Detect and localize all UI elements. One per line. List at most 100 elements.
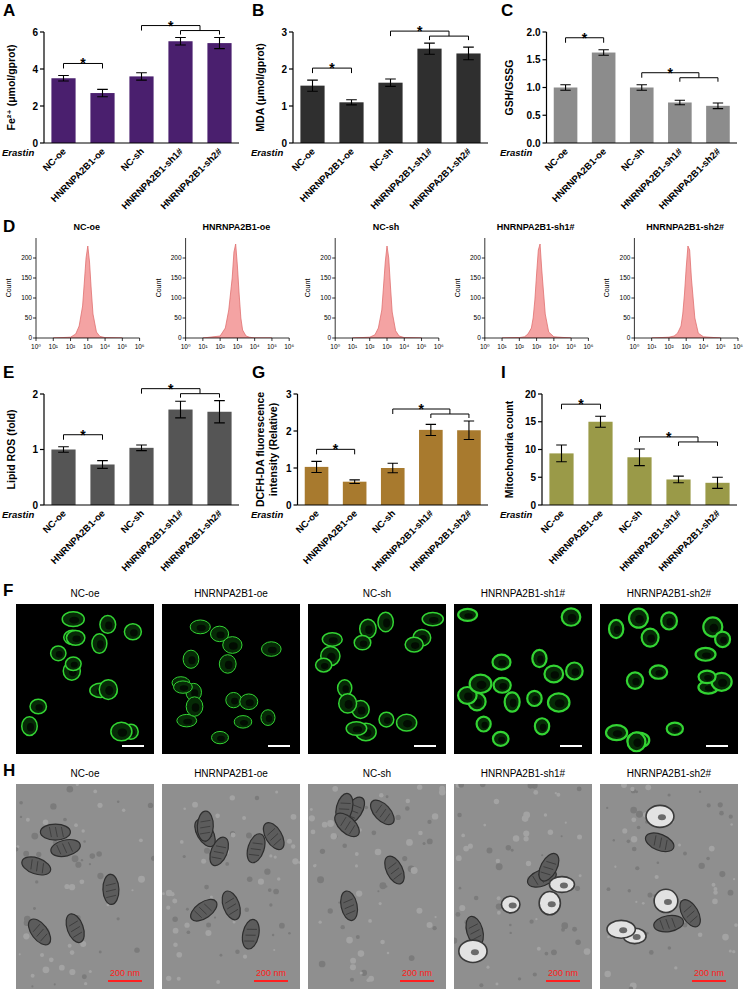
texture: [204, 885, 209, 890]
y-tick: [482, 278, 485, 279]
vacuole-core: [619, 927, 627, 933]
y-tick-label: 150: [171, 274, 182, 281]
crista: [200, 820, 210, 822]
x-tick-label: 10²: [215, 343, 225, 350]
scale-bar: [122, 745, 144, 747]
texture: [637, 826, 641, 830]
texture: [631, 836, 637, 842]
nucleus: [656, 670, 664, 676]
cell: [378, 612, 393, 632]
nucleus: [540, 724, 546, 731]
nucleus: [464, 613, 473, 618]
x-tick-label: HNRNPA2B1-sh1#: [369, 507, 435, 573]
texture: [23, 933, 29, 939]
image-label: HNRNPA2B1-sh2#: [627, 588, 712, 599]
scale-label: 200 nm: [694, 968, 724, 978]
texture: [350, 978, 354, 982]
texture: [173, 943, 178, 948]
y-tick-label: 150: [21, 274, 32, 281]
texture: [49, 957, 54, 962]
texture: [186, 908, 189, 911]
cell: [628, 732, 646, 751]
texture: [734, 923, 738, 927]
texture: [635, 790, 638, 793]
texture: [70, 950, 75, 955]
texture: [36, 852, 41, 857]
texture: [367, 978, 371, 982]
texture: [63, 818, 67, 822]
axis-title: Count: [454, 279, 461, 298]
axis-title: Count: [155, 279, 162, 298]
image-label: HNRNPA2B1-oe: [194, 768, 268, 779]
annotation: Erastin: [2, 509, 34, 520]
nucleus: [532, 696, 538, 703]
mitochondrion: [102, 874, 119, 905]
mitochondrion-body: [40, 824, 70, 840]
nucleus: [343, 685, 349, 692]
texture: [16, 847, 18, 851]
texture: [513, 835, 520, 842]
x-tick: [588, 338, 589, 341]
nucleus: [180, 685, 188, 691]
texture: [131, 889, 133, 891]
texture: [380, 940, 385, 945]
crista: [375, 805, 384, 813]
crista: [387, 862, 397, 868]
texture: [43, 966, 50, 973]
error-bar: [385, 79, 396, 86]
y-tick-label: 15: [525, 416, 537, 427]
x-tick-label: 10¹: [49, 343, 59, 350]
scale-label: 200 nm: [110, 968, 140, 978]
bar: [457, 430, 481, 505]
nucleus: [246, 699, 254, 706]
mitochondrion-body: [338, 889, 360, 922]
texture: [247, 876, 253, 882]
y-tick: [332, 298, 335, 299]
x-tick-label: 10³: [681, 343, 691, 350]
texture: [204, 848, 210, 854]
y-tick-label: 0: [627, 334, 631, 341]
x-tick-label: HNRNPA2B1-sh2#: [407, 507, 473, 573]
x-tick: [553, 338, 554, 341]
mitochondrion-body: [653, 913, 685, 933]
y-tick-label: 1: [281, 101, 287, 112]
error-bar: [58, 447, 69, 453]
x-tick-label: 10⁶: [135, 343, 145, 350]
axis-title-line: Mitochondria count: [503, 400, 515, 498]
nucleus: [216, 631, 224, 638]
significance-bracket: [142, 389, 220, 398]
nucleus: [633, 739, 641, 747]
texture: [320, 849, 325, 854]
texture: [35, 880, 38, 883]
scale-bar: [560, 745, 582, 747]
cell: [477, 717, 491, 732]
error-bar: [311, 461, 321, 472]
axis-title-line: MDA (μmol/gprot): [254, 43, 266, 131]
texture: [243, 955, 247, 959]
nucleus: [353, 726, 362, 732]
error-bar: [97, 89, 108, 96]
x-tick-label: 10⁰: [629, 343, 639, 350]
texture: [668, 946, 672, 950]
cell: [493, 655, 511, 670]
texture: [459, 905, 465, 911]
cell: [183, 650, 199, 668]
texture: [350, 958, 356, 964]
crista: [200, 832, 210, 834]
y-tick: [631, 278, 634, 279]
texture: [494, 799, 499, 804]
histogram-panel: HNRNPA2B1-sh2#Count05010015020010⁰10¹10²…: [603, 222, 743, 350]
texture: [698, 933, 703, 938]
x-tick: [421, 338, 422, 341]
mitochondrion: [187, 895, 221, 925]
x-tick-label: 10²: [664, 343, 674, 350]
bar: [300, 86, 324, 143]
texture: [134, 947, 139, 952]
micrograph: [600, 784, 738, 989]
texture: [173, 928, 179, 934]
bar: [630, 88, 654, 144]
micrograph: [16, 604, 154, 754]
y-tick: [631, 258, 634, 259]
cell: [661, 612, 677, 629]
texture: [417, 784, 422, 789]
